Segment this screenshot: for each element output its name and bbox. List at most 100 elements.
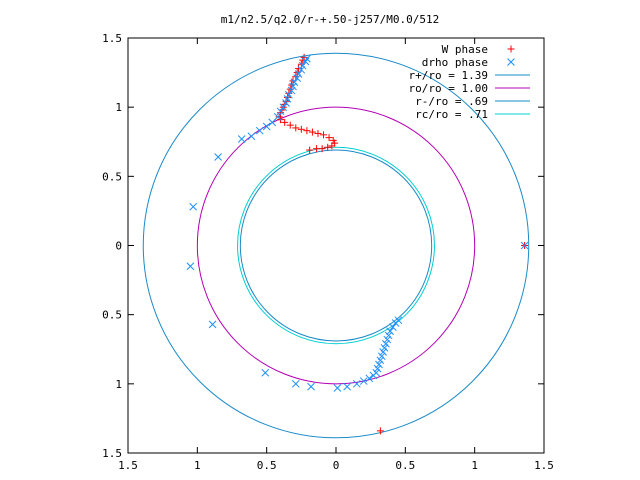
point-stroke bbox=[214, 153, 222, 161]
point-s2-31 bbox=[359, 377, 368, 385]
point-s1-24 bbox=[308, 128, 316, 136]
point-stroke bbox=[255, 126, 264, 135]
point-stroke bbox=[208, 320, 217, 329]
point-s2-3 bbox=[298, 61, 307, 70]
point-s1-30 bbox=[328, 142, 336, 150]
point-stroke bbox=[359, 377, 368, 385]
point-s2-9 bbox=[287, 86, 296, 95]
point-stroke bbox=[287, 86, 296, 95]
point-s1-21 bbox=[292, 124, 300, 132]
point-stroke bbox=[279, 103, 288, 112]
point-stroke bbox=[189, 202, 198, 211]
point-s2-45 bbox=[388, 323, 397, 331]
point-stroke bbox=[237, 135, 246, 143]
x-tick-label: 1 bbox=[194, 459, 201, 472]
legend-entry-2: drho phase bbox=[422, 56, 515, 69]
point-s2-18 bbox=[255, 126, 264, 135]
point-stroke bbox=[282, 99, 290, 107]
point-stroke bbox=[520, 241, 529, 250]
point-stroke bbox=[377, 352, 386, 361]
point-s1-31 bbox=[324, 143, 332, 151]
x-tick-label: 1.5 bbox=[534, 459, 554, 472]
point-s1-20 bbox=[286, 121, 294, 129]
x-tick-label: 0.5 bbox=[395, 459, 415, 472]
point-stroke bbox=[333, 384, 342, 392]
legend-label: r-/ro = .69 bbox=[415, 95, 488, 108]
point-stroke bbox=[291, 379, 300, 388]
point-stroke bbox=[290, 78, 299, 87]
point-stroke bbox=[376, 356, 385, 365]
point-s2-10 bbox=[284, 90, 293, 99]
point-s1-4 bbox=[295, 64, 303, 72]
point-s2-4 bbox=[297, 65, 306, 74]
point-stroke bbox=[352, 379, 361, 388]
point-s2-12 bbox=[282, 99, 290, 107]
point-s1-22 bbox=[297, 125, 305, 133]
y-tick-label: 0 bbox=[115, 240, 122, 253]
point-s2-38 bbox=[377, 352, 386, 361]
point-stroke bbox=[284, 90, 293, 99]
point-stroke bbox=[379, 348, 388, 356]
point-s2-19 bbox=[247, 132, 256, 141]
x-tick-label: 1 bbox=[471, 459, 478, 472]
point-stroke bbox=[383, 335, 392, 344]
point-s2-36 bbox=[375, 360, 383, 369]
legend-entry-4: ro/ro = 1.00 bbox=[409, 82, 530, 95]
point-s1-11 bbox=[283, 93, 291, 101]
legend-label: ro/ro = 1.00 bbox=[409, 82, 488, 95]
x-tick-label: 1.5 bbox=[118, 459, 138, 472]
y-tick-label: 0.5 bbox=[102, 170, 122, 183]
point-s2-25 bbox=[261, 368, 270, 377]
point-s1-26 bbox=[320, 131, 328, 139]
x-tick-label: 0 bbox=[333, 459, 340, 472]
legend-entry-3: r+/ro = 1.39 bbox=[409, 69, 530, 82]
point-stroke bbox=[375, 360, 383, 369]
point-s2-7 bbox=[290, 78, 299, 87]
axis-ticks: 1.5 1 0.5 0 0.5 1 1.51.510.500.511.5 bbox=[102, 32, 554, 472]
point-stroke bbox=[268, 118, 277, 127]
point-s2-34 bbox=[372, 368, 381, 377]
point-stroke bbox=[262, 122, 271, 131]
point-stroke bbox=[298, 61, 307, 70]
legend-marker bbox=[507, 58, 515, 66]
point-s2-26 bbox=[291, 379, 300, 388]
point-stroke bbox=[384, 331, 393, 340]
y-tick-label: 1.5 bbox=[102, 447, 122, 460]
point-stroke bbox=[289, 82, 297, 91]
point-s2-22 bbox=[189, 202, 198, 211]
point-s2-42 bbox=[383, 335, 392, 344]
point-stroke bbox=[394, 316, 403, 325]
point-s2-35 bbox=[373, 364, 382, 373]
circle-3 bbox=[239, 149, 433, 342]
point-s2-14 bbox=[276, 107, 285, 116]
point-s2-27 bbox=[307, 382, 315, 391]
y-tick-label: 0.5 bbox=[102, 309, 122, 322]
point-stroke bbox=[186, 262, 195, 271]
point-s2-16 bbox=[268, 118, 277, 127]
legend-entry-6: rc/ro = .71 bbox=[415, 108, 530, 121]
point-s2-28 bbox=[333, 384, 342, 392]
point-stroke bbox=[247, 132, 256, 141]
y-tick-label: 1 bbox=[115, 378, 122, 391]
point-stroke bbox=[307, 382, 315, 391]
point-s2-37 bbox=[376, 356, 385, 365]
point-stroke bbox=[380, 344, 389, 352]
circle-4 bbox=[237, 146, 435, 345]
point-stroke bbox=[276, 107, 285, 116]
point-stroke bbox=[297, 65, 306, 74]
point-stroke bbox=[382, 339, 390, 348]
point-s2-29 bbox=[343, 382, 351, 391]
legend-entry-5: r-/ro = .69 bbox=[415, 95, 530, 108]
point-stroke bbox=[372, 368, 381, 377]
point-stroke bbox=[365, 374, 374, 383]
point-s2-23 bbox=[186, 262, 195, 271]
point-stroke bbox=[343, 382, 351, 391]
point-s2-32 bbox=[365, 374, 374, 383]
point-s2-17 bbox=[262, 122, 271, 131]
legend-label: W phase bbox=[442, 43, 488, 56]
point-stroke bbox=[294, 70, 303, 78]
point-s1-23 bbox=[303, 127, 311, 135]
y-tick-label: 1.5 bbox=[102, 32, 122, 45]
point-s1-27 bbox=[325, 134, 333, 142]
